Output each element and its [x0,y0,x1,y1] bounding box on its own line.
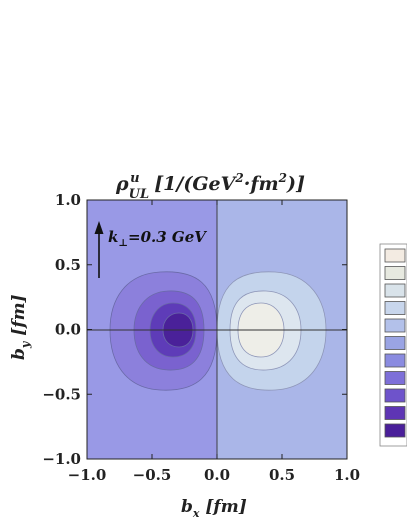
legend-swatch [384,423,406,438]
y-axis-ticks: 1.0 0.5 0.0 −0.5 −1.0 [42,191,347,468]
annotation-label: k⊥=0.3 GeV [108,228,207,249]
y-tick-label: −1.0 [42,450,81,468]
legend-swatch [384,283,406,298]
legend-swatch [384,388,406,403]
x-tick-label: −0.5 [133,466,172,484]
legend-swatch [384,301,406,315]
chart-title: ρULu [1/(GeV2·fm2)] [115,171,305,202]
legend [379,243,407,447]
plot-area: k⊥=0.3 GeV [86,199,348,460]
y-tick-label: 1.0 [55,191,81,209]
annotation-arrow-head [94,221,104,234]
legend-swatch [384,266,406,280]
y-tick-label: 0.5 [55,256,81,274]
legend-swatch [384,406,406,420]
legend-swatch [384,353,406,368]
x-tick-label: 0.5 [269,466,295,484]
legend-swatch [384,371,406,385]
positive-lobe [216,271,327,391]
x-tick-label: −1.0 [68,466,107,484]
legend-swatch [384,248,406,263]
x-axis-ticks: −1.0 −0.5 0.0 0.5 1.0 [68,200,360,484]
negative-lobe [109,271,218,391]
x-tick-label: 0.0 [204,466,230,484]
y-tick-label: 0.0 [55,321,81,339]
y-tick-label: −0.5 [42,385,81,403]
legend-swatch [384,318,406,333]
x-tick-label: 1.0 [334,466,360,484]
x-axis-label: bx [fm] [181,497,247,520]
legend-swatch [384,336,406,350]
y-axis-label: by [fm] [9,294,32,360]
